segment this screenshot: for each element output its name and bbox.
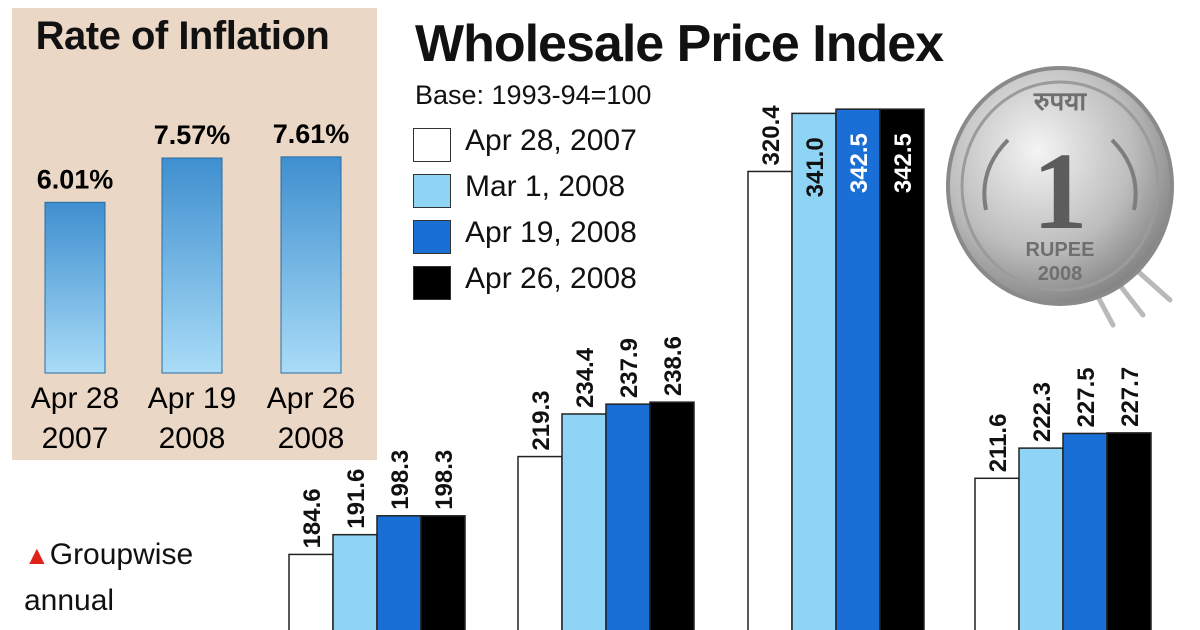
wpi-data-label: 219.3 [528, 391, 555, 451]
inflation-data-label: 6.01% [37, 164, 114, 194]
wpi-data-label: 211.6 [985, 414, 1012, 473]
wpi-bar [605, 403, 651, 630]
wpi-data-label: 234.4 [572, 347, 599, 408]
wpi-chart-subtitle: Base: 1993-94=100 [415, 80, 652, 110]
inflation-category-label: 2007 [42, 422, 109, 455]
note-line-1: Groupwise [49, 538, 194, 571]
wpi-bar [649, 401, 695, 630]
note-line-2: annual [24, 584, 115, 617]
wpi-data-label: 191.6 [343, 469, 370, 529]
inflation-data-label: 7.57% [154, 120, 231, 150]
wpi-bar [288, 553, 334, 630]
wpi-data-label: 342.5 [890, 133, 917, 193]
inflation-category-label: 2008 [278, 422, 345, 455]
wpi-bar [835, 108, 881, 630]
legend-swatch-mar-1-2008 [413, 174, 451, 208]
legend-swatch-apr-19-2008 [413, 220, 451, 254]
wpi-data-label: 222.3 [1029, 382, 1056, 442]
inflation-bar [44, 201, 106, 374]
inflation-bar [161, 157, 223, 374]
legend-label-apr-28-2007: Apr 28, 2007 [465, 124, 637, 157]
inflation-bar [280, 156, 342, 374]
legend-swatch-apr-28-2007 [413, 128, 451, 162]
wpi-bar [517, 455, 563, 630]
wpi-bar [420, 515, 466, 630]
rupee-coin-icon: रुपया 1 RUPEE 2008 [946, 66, 1174, 328]
wpi-bar [974, 477, 1020, 630]
wpi-bar [879, 108, 925, 630]
legend-swatch-apr-26-2008 [413, 266, 451, 300]
groupwise-note: ▲Groupwise annual [24, 532, 254, 624]
wpi-bar [747, 170, 793, 630]
inflation-category-label: Apr 26 [267, 382, 355, 415]
red-triangle-icon: ▲ [24, 540, 50, 570]
wpi-bar [791, 112, 837, 630]
wpi-data-label: 198.3 [431, 450, 458, 510]
inflation-data-label: 7.61% [273, 119, 350, 149]
wpi-data-label: 227.5 [1073, 367, 1100, 427]
inflation-chart: 6.01% Apr 28 2007 7.57% Apr 19 2008 7.61% Apr 2… [31, 119, 355, 455]
coin-bottom-text: RUPEE [1026, 239, 1095, 261]
legend-label-apr-26-2008: Apr 26, 2008 [465, 262, 637, 295]
inflation-category-label: 2008 [159, 422, 226, 455]
wpi-bar [376, 515, 422, 630]
wpi-bar [561, 413, 607, 630]
wpi-bar [1062, 432, 1108, 630]
wpi-data-label: 341.0 [802, 137, 829, 197]
inflation-category-label: Apr 28 [31, 382, 119, 415]
coin-year: 2008 [1038, 263, 1083, 285]
wpi-bar [1106, 432, 1152, 630]
coin-top-text: रुपया [1033, 87, 1087, 117]
wpi-data-label: 227.7 [1117, 367, 1144, 427]
wpi-chart-title: Wholesale Price Index [415, 15, 944, 73]
coin-numeral: 1 [1033, 130, 1088, 252]
wpi-bar [1018, 447, 1064, 630]
wpi-data-label: 184.6 [299, 488, 326, 548]
wpi-data-label: 237.9 [616, 338, 643, 398]
wpi-data-label: 238.6 [660, 336, 687, 396]
legend-label-apr-19-2008: Apr 19, 2008 [465, 216, 637, 249]
wpi-bar [332, 533, 378, 630]
wpi-data-label: 342.5 [846, 133, 873, 193]
inflation-category-label: Apr 19 [148, 382, 236, 415]
legend-label-mar-1-2008: Mar 1, 2008 [465, 170, 626, 203]
inflation-chart-title: Rate of Inflation [35, 14, 330, 58]
wpi-data-label: 320.4 [758, 105, 785, 166]
wpi-data-label: 198.3 [387, 450, 414, 510]
